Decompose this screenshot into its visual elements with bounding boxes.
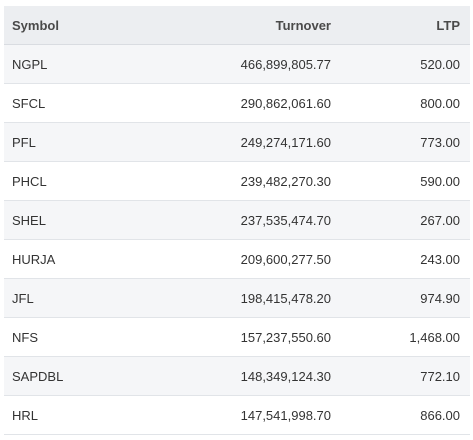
table-row[interactable]: JFL 198,415,478.20 974.90 (4, 278, 470, 318)
table-row[interactable]: HURJA 209,600,277.50 243.00 (4, 239, 470, 279)
cell-symbol[interactable]: SAPDBL (4, 356, 164, 396)
turnover-table-container: Symbol Turnover LTP NGPL 466,899,805.77 … (4, 6, 470, 435)
cell-ltp: 520.00 (339, 44, 470, 84)
cell-symbol[interactable]: JFL (4, 278, 164, 318)
turnover-table: Symbol Turnover LTP NGPL 466,899,805.77 … (4, 6, 470, 435)
table-row[interactable]: PFL 249,274,171.60 773.00 (4, 122, 470, 162)
cell-turnover: 290,862,061.60 (164, 83, 339, 123)
cell-turnover: 237,535,474.70 (164, 200, 339, 240)
cell-symbol[interactable]: SHEL (4, 200, 164, 240)
cell-symbol[interactable]: SFCL (4, 83, 164, 123)
table-row[interactable]: NFS 157,237,550.60 1,468.00 (4, 317, 470, 357)
cell-symbol[interactable]: NGPL (4, 44, 164, 84)
cell-symbol[interactable]: PHCL (4, 161, 164, 201)
cell-symbol[interactable]: PFL (4, 122, 164, 162)
table-row[interactable]: SHEL 237,535,474.70 267.00 (4, 200, 470, 240)
cell-symbol[interactable]: HRL (4, 395, 164, 435)
cell-ltp: 800.00 (339, 83, 470, 123)
cell-ltp: 1,468.00 (339, 317, 470, 357)
cell-ltp: 974.90 (339, 278, 470, 318)
header-symbol[interactable]: Symbol (4, 6, 164, 45)
table-header: Symbol Turnover LTP (4, 6, 470, 45)
cell-turnover: 249,274,171.60 (164, 122, 339, 162)
cell-turnover: 209,600,277.50 (164, 239, 339, 279)
cell-ltp: 773.00 (339, 122, 470, 162)
cell-turnover: 198,415,478.20 (164, 278, 339, 318)
table-body: NGPL 466,899,805.77 520.00 SFCL 290,862,… (4, 44, 470, 435)
cell-symbol[interactable]: NFS (4, 317, 164, 357)
header-ltp[interactable]: LTP (339, 6, 470, 45)
table-row[interactable]: SAPDBL 148,349,124.30 772.10 (4, 356, 470, 396)
header-row: Symbol Turnover LTP (4, 6, 470, 45)
cell-turnover: 239,482,270.30 (164, 161, 339, 201)
cell-ltp: 243.00 (339, 239, 470, 279)
cell-turnover: 148,349,124.30 (164, 356, 339, 396)
table-row[interactable]: SFCL 290,862,061.60 800.00 (4, 83, 470, 123)
cell-ltp: 267.00 (339, 200, 470, 240)
cell-turnover: 147,541,998.70 (164, 395, 339, 435)
header-turnover[interactable]: Turnover (164, 6, 339, 45)
cell-ltp: 772.10 (339, 356, 470, 396)
table-row[interactable]: NGPL 466,899,805.77 520.00 (4, 44, 470, 84)
cell-ltp: 866.00 (339, 395, 470, 435)
cell-turnover: 157,237,550.60 (164, 317, 339, 357)
table-row[interactable]: HRL 147,541,998.70 866.00 (4, 395, 470, 435)
table-row[interactable]: PHCL 239,482,270.30 590.00 (4, 161, 470, 201)
cell-symbol[interactable]: HURJA (4, 239, 164, 279)
cell-ltp: 590.00 (339, 161, 470, 201)
cell-turnover: 466,899,805.77 (164, 44, 339, 84)
